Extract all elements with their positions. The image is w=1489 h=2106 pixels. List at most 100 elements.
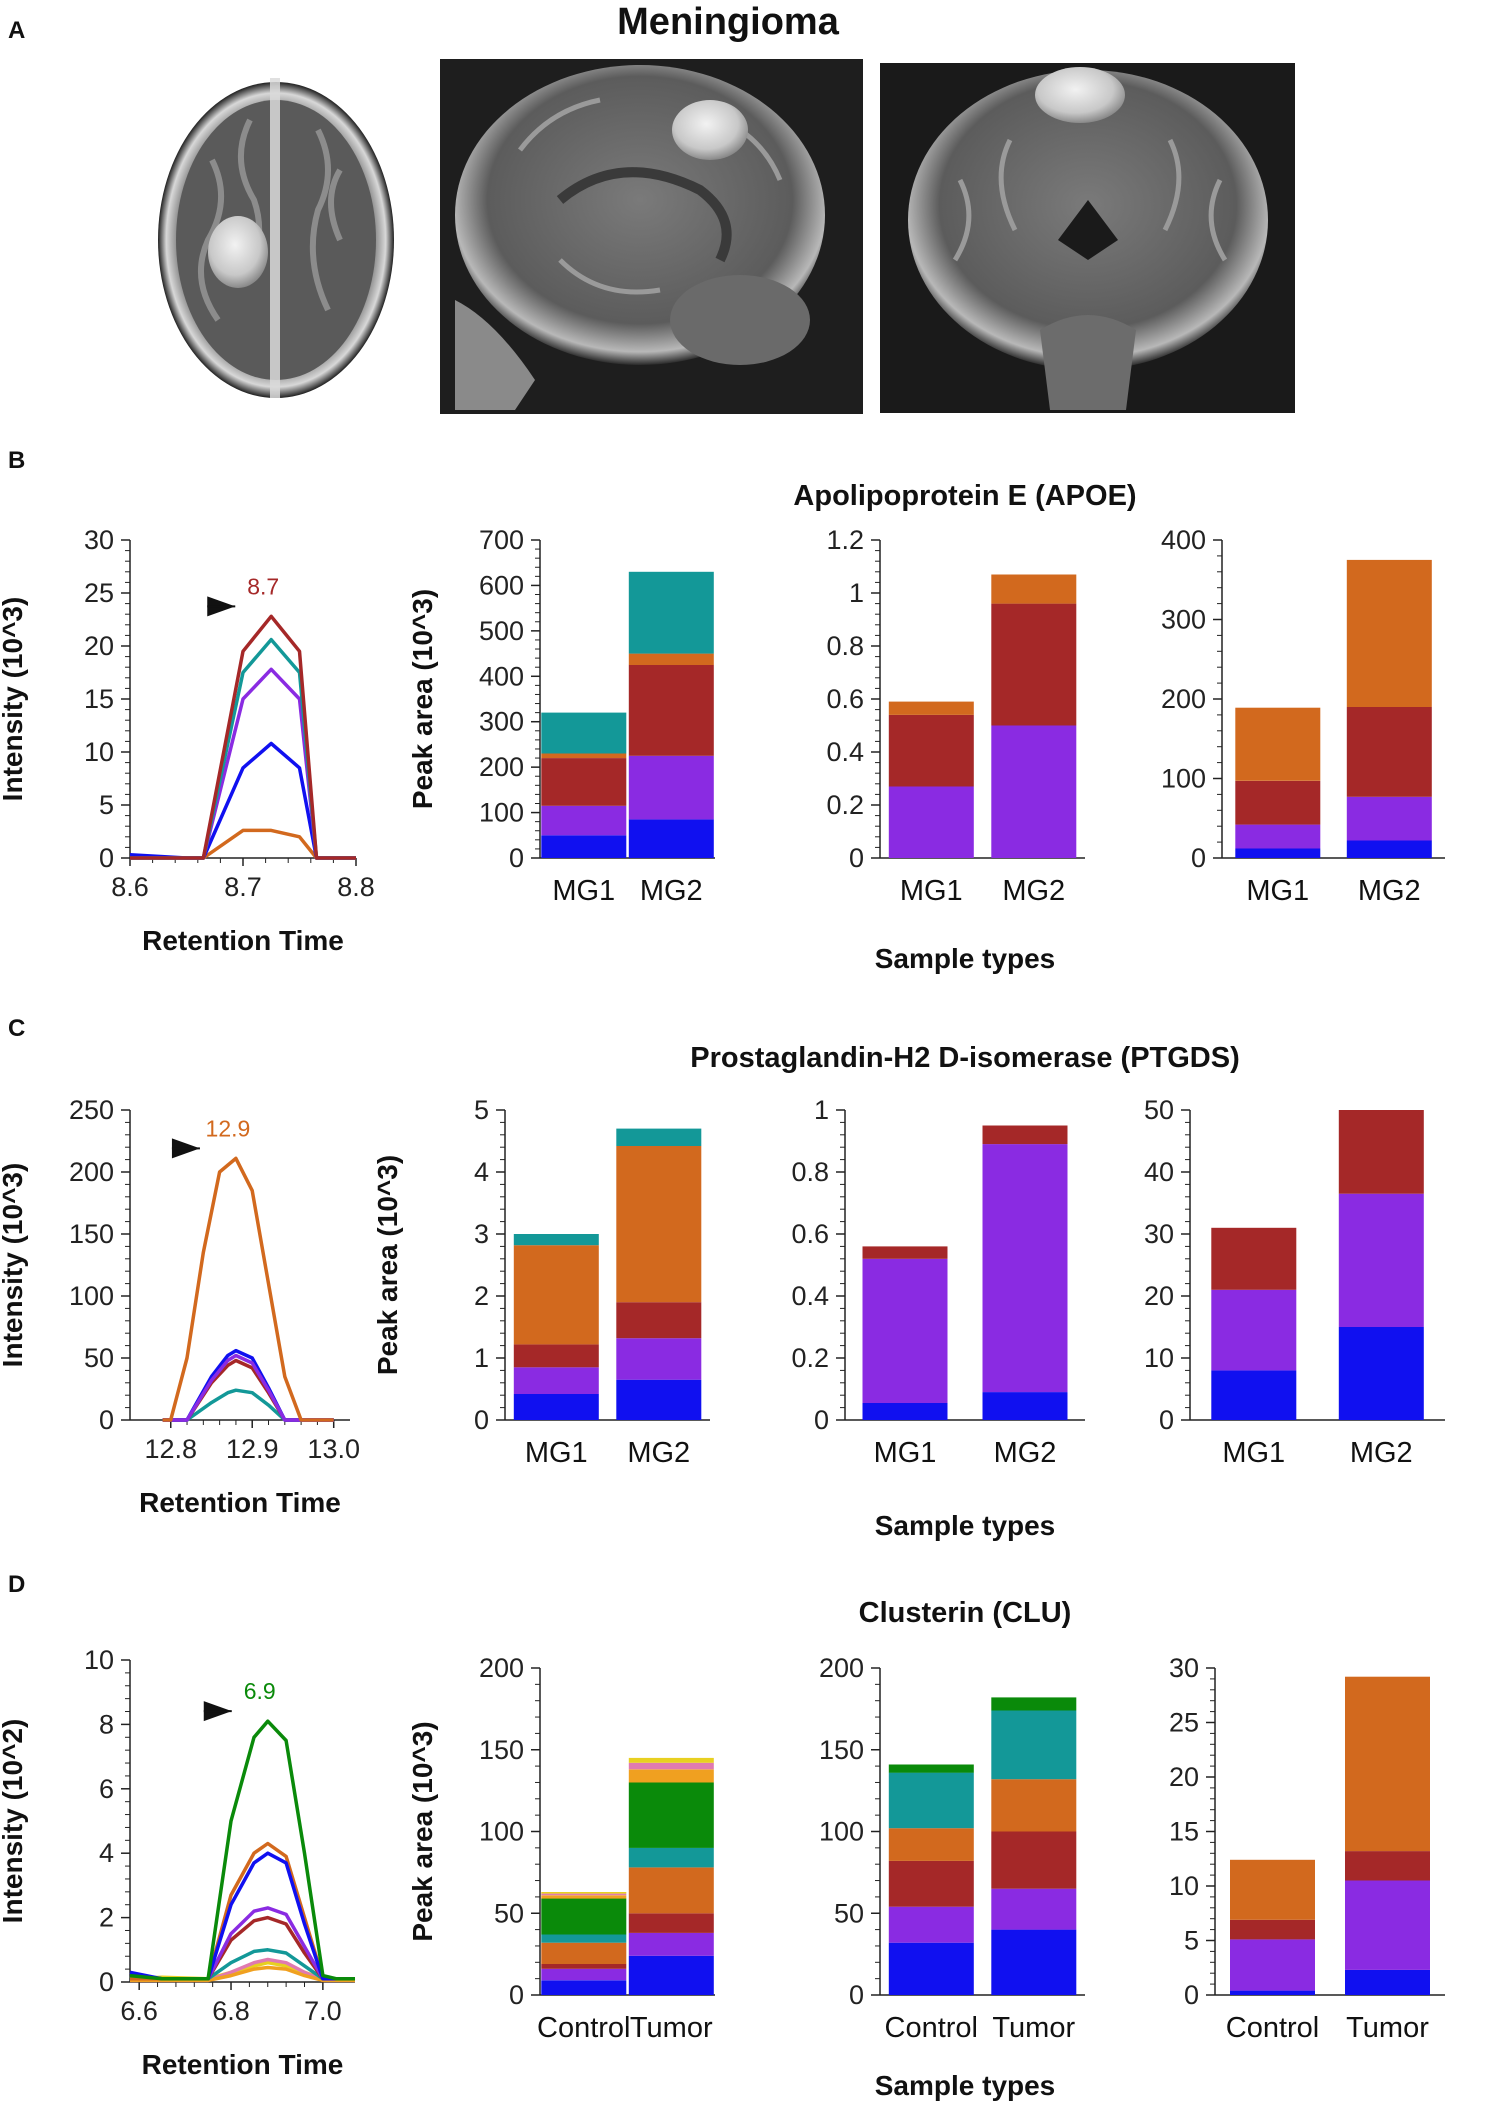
- y-tick-label: 0: [849, 1980, 864, 2010]
- bar-segment-purple: [541, 1968, 627, 1981]
- y-tick-label: 0.2: [826, 790, 864, 820]
- bar-segment-darkred: [1235, 780, 1321, 825]
- chart-c-bar-3: 0 10 20 30 40 50 MG1 MG2: [1144, 1095, 1445, 1469]
- series-line-orange: [130, 828, 356, 860]
- bar-segment-teal: [616, 1128, 702, 1146]
- sample-types-label-d: Sample types: [875, 2070, 1056, 2101]
- bar-segment-darkred: [888, 1860, 974, 1907]
- y-tick-label: 150: [69, 1219, 114, 1249]
- y-tick-label: 10: [84, 1645, 114, 1675]
- y-tick-label: 30: [1169, 1653, 1199, 1683]
- bar-segment-purple: [991, 1888, 1077, 1930]
- y-tick-label: 40: [1144, 1157, 1174, 1187]
- x-tick-label: 6.6: [120, 1996, 158, 2026]
- y-tick-label: 0: [99, 1405, 114, 1435]
- x-tick-label: 12.8: [144, 1434, 197, 1464]
- series-line-orange: [162, 1156, 334, 1422]
- bar-segment-blue: [1211, 1370, 1297, 1420]
- y-tick-label: 10: [1144, 1343, 1174, 1373]
- x-axis-title: Retention Time: [139, 1487, 341, 1518]
- y-tick-label: 400: [1161, 525, 1206, 555]
- category-label: Control: [1226, 2012, 1320, 2044]
- bar-segment-darkred: [628, 664, 714, 756]
- chart-c-bar-2: 0 0.2 0.4 0.6 0.8 1 MG1 MG2: [791, 1095, 1085, 1469]
- bar-segment-orange: [628, 1867, 714, 1914]
- bar-segment-darkred: [1338, 1110, 1424, 1194]
- y-tick-label: 20: [1169, 1762, 1199, 1792]
- bar-segment-orange: [1230, 1859, 1315, 1920]
- chart-d-bar-3: 0 5 10 15 20 25 30 Control Tumor: [1169, 1653, 1445, 2044]
- bar-segment-purple: [628, 1932, 714, 1956]
- y-tick-label: 0.6: [826, 684, 864, 714]
- bar-segment-teal: [628, 571, 714, 654]
- y-tick-label: 30: [1144, 1219, 1174, 1249]
- y-tick-label: 600: [479, 570, 524, 600]
- bar-segment-gold: [541, 1895, 627, 1899]
- bar-segment-teal: [541, 712, 627, 754]
- y-tick-label: 200: [479, 752, 524, 782]
- bar-segment-orange: [888, 701, 974, 715]
- bar-segment-blue: [1345, 1969, 1430, 1995]
- y-tick-label: 20: [1144, 1281, 1174, 1311]
- category-label: MG2: [1358, 875, 1421, 907]
- peak-label: 8.7: [247, 573, 279, 599]
- y-tick-label: 0: [509, 843, 524, 873]
- bar-segment-darkred: [982, 1125, 1068, 1145]
- y-tick-label: 0.8: [791, 1157, 829, 1187]
- bar-segment-darkred: [888, 714, 974, 787]
- y-tick-label: 200: [1161, 684, 1206, 714]
- y-tick-label: 10: [84, 737, 114, 767]
- y-tick-label: 6: [99, 1774, 114, 1804]
- bar-segment-darkred: [513, 1344, 599, 1368]
- peak-label: 6.9: [244, 1678, 276, 1704]
- series-line-darkred: [162, 1358, 334, 1422]
- bar-segment-teal: [513, 1234, 599, 1246]
- bar-segment-orange: [513, 1245, 599, 1345]
- bar-segment-blue: [1235, 848, 1321, 858]
- y-tick-label: 2: [474, 1281, 489, 1311]
- y-tick-label: 0.4: [791, 1281, 829, 1311]
- category-label: MG1: [1246, 875, 1309, 907]
- category-label: MG2: [994, 1437, 1057, 1469]
- bar-segment-purple: [628, 755, 714, 820]
- y-tick-label: 0: [1159, 1405, 1174, 1435]
- x-axis-title: Retention Time: [142, 2049, 344, 2080]
- x-tick-label: 8.7: [224, 872, 262, 902]
- bar-segment-purple: [616, 1338, 702, 1380]
- bar-segment-purple: [862, 1258, 948, 1403]
- y-axis-title: Intensity (10^3): [0, 597, 28, 802]
- y-tick-label: 0.2: [791, 1343, 829, 1373]
- y-tick-label: 200: [819, 1653, 864, 1683]
- category-label: Control: [885, 2012, 979, 2044]
- bar-segment-teal: [991, 1710, 1077, 1780]
- bar-segment-blue: [1338, 1327, 1424, 1420]
- y-tick-label: 5: [99, 790, 114, 820]
- bar-segment-blue: [1230, 1990, 1315, 1995]
- bar-segment-orange: [1235, 707, 1321, 781]
- x-tick-label: 12.9: [226, 1434, 279, 1464]
- bar-segment-green: [628, 1782, 714, 1848]
- bar-segment-darkred: [541, 758, 627, 806]
- bar-segment-orange: [991, 1779, 1077, 1832]
- y-tick-label: 100: [1161, 764, 1206, 794]
- category-label: MG1: [1222, 1437, 1285, 1469]
- bar-segment-teal: [888, 1772, 974, 1829]
- chart-d-bar-2: 0 50 100 150 200 Control Tumor: [819, 1653, 1085, 2044]
- y-tick-label: 0: [849, 843, 864, 873]
- y-tick-label: 300: [1161, 605, 1206, 635]
- y-tick-label: 100: [819, 1817, 864, 1847]
- mri-coronal-image: [880, 63, 1295, 413]
- y-tick-label: 1: [474, 1343, 489, 1373]
- bar-segment-purple: [541, 805, 627, 836]
- y-tick-label: 400: [479, 661, 524, 691]
- bar-segment-green: [888, 1764, 974, 1773]
- chart-c-chromatogram: 0 50 100 150 200 250 Intensity (10^3) 12.8 12.9 1…: [0, 1095, 360, 1518]
- bar-segment-darkred: [1230, 1919, 1315, 1940]
- bar-segment-orange: [888, 1828, 974, 1861]
- bar-segment-gold: [628, 1769, 714, 1783]
- y-tick-label: 150: [479, 1735, 524, 1765]
- bar-segment-darkred: [1345, 1851, 1430, 1881]
- category-label: MG2: [1002, 875, 1065, 907]
- category-label: MG2: [627, 1437, 690, 1469]
- y-tick-label: 50: [494, 1898, 524, 1928]
